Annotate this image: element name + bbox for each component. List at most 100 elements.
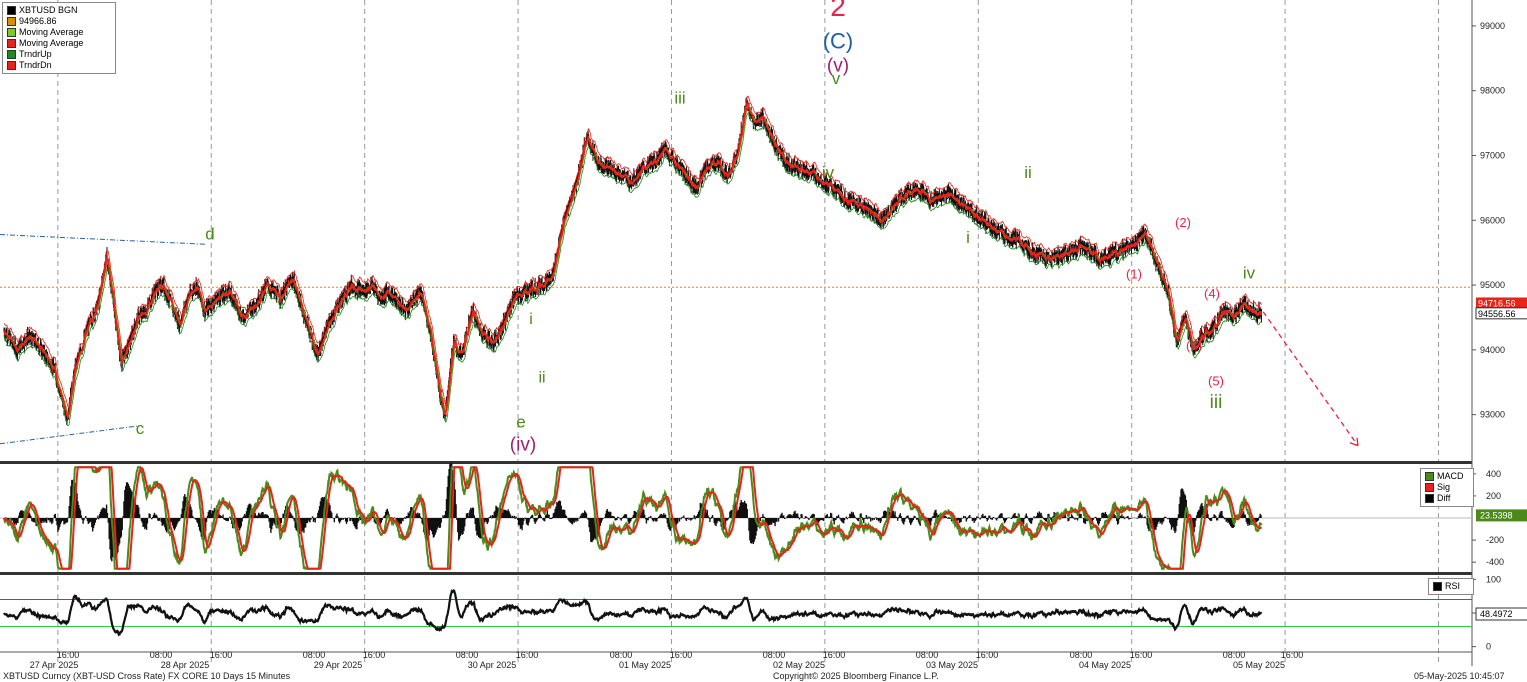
wave-label: (C) <box>823 29 854 54</box>
wave-label: (3) <box>1186 338 1202 353</box>
legend-label: XBTUSD BGN <box>19 5 78 15</box>
macd-legend: MACD Sig Diff <box>1420 468 1474 507</box>
x-time-label: 16:00 <box>516 650 539 660</box>
legend-label: Moving Average <box>19 38 84 48</box>
trndrup-line <box>3 112 1262 427</box>
price-tag-upper <box>1476 297 1527 309</box>
wave-label: (iv) <box>510 434 536 455</box>
wave-label: ii <box>1024 163 1032 182</box>
legend-item-rsi: RSI <box>1433 581 1469 592</box>
macd-line <box>3 465 1263 570</box>
wave-label: iv <box>1243 264 1256 283</box>
moving-average-green <box>3 104 1262 418</box>
legend-item-ticker: XBTUSD BGN <box>7 5 111 16</box>
wave-label: (2) <box>1175 215 1191 230</box>
price-legend: XBTUSD BGN 94966.86 Moving Average Movin… <box>2 2 116 74</box>
x-time-label: 16:00 <box>670 650 693 660</box>
y-tick-label: 97000 <box>1480 150 1505 160</box>
rsi-value-text: 48.4972 <box>1480 609 1513 619</box>
footer-center: Copyright© 2025 Bloomberg Finance L.P. <box>773 671 939 681</box>
wave-label: (v) <box>827 55 849 76</box>
y-tick-label: 93000 <box>1480 410 1505 420</box>
legend-label: RSI <box>1445 581 1461 591</box>
x-time-label: 08:00 <box>150 650 173 660</box>
wave-label: ii <box>538 369 545 386</box>
wave-label: (5) <box>1208 373 1224 388</box>
wave-label: v <box>832 69 841 88</box>
wave-label: (1) <box>1126 267 1142 282</box>
y-tick-label: 400 <box>1486 469 1501 479</box>
wave-label: 2 <box>830 0 846 22</box>
x-time-label: 16:00 <box>1281 650 1304 660</box>
rsi-legend: RSI <box>1428 578 1474 595</box>
legend-label: 94966.86 <box>19 16 57 26</box>
panel-divider <box>0 572 1472 575</box>
channel-upper <box>0 234 206 245</box>
x-time-label: 08:00 <box>916 650 939 660</box>
price-tag-lower-text: 94556.56 <box>1478 309 1516 319</box>
x-date-label: 27 Apr 2025 <box>30 660 79 670</box>
legend-label: MACD <box>1437 471 1464 481</box>
x-time-label: 16:00 <box>976 650 999 660</box>
x-time-label: 08:00 <box>610 650 633 660</box>
x-date-label: 28 Apr 2025 <box>161 660 210 670</box>
wave-label: d <box>205 225 214 244</box>
y-tick-label: 96000 <box>1480 215 1505 225</box>
x-date-label: 30 Apr 2025 <box>468 660 517 670</box>
y-tick-label: 200 <box>1486 491 1501 501</box>
x-date-label: 01 May 2025 <box>619 660 671 670</box>
wave-label: iii <box>1210 392 1223 413</box>
y-tick-label: 100 <box>1486 574 1501 584</box>
legend-item-last: 94966.86 <box>7 16 111 27</box>
macd-value-tag <box>1476 509 1527 522</box>
price-candles <box>3 96 1262 426</box>
projection-arrow <box>1257 304 1359 447</box>
wave-label: (4) <box>1204 286 1220 301</box>
x-time-label: 16:00 <box>57 650 80 660</box>
projection-arrowhead <box>1349 437 1359 447</box>
signal-line <box>3 466 1263 570</box>
footer-right: 05-May-2025 10:45:07 <box>1414 671 1505 681</box>
wave-label: c <box>136 419 145 438</box>
price-tag-lower <box>1475 307 1527 320</box>
footer-left: XBTUSD Curncy (XBT-USD Cross Rate) FX CO… <box>3 671 291 681</box>
x-date-label: 02 May 2025 <box>773 660 825 670</box>
legend-label: TrndrDn <box>19 60 52 70</box>
y-tick-label: 99000 <box>1480 21 1505 31</box>
y-tick-label: 94000 <box>1480 345 1505 355</box>
legend-label: Sig <box>1437 482 1451 492</box>
x-time-label: 16:00 <box>823 650 846 660</box>
x-date-label: 29 Apr 2025 <box>314 660 363 670</box>
y-tick-label: 0 <box>1486 642 1491 652</box>
y-tick-label: 98000 <box>1480 86 1505 96</box>
x-time-label: 08:00 <box>456 650 479 660</box>
x-date-label: 04 May 2025 <box>1079 660 1131 670</box>
wave-label: iv <box>822 163 835 182</box>
x-time-label: 16:00 <box>1130 650 1153 660</box>
legend-label: TrndrUp <box>19 49 52 59</box>
x-time-label: 16:00 <box>363 650 386 660</box>
x-time-label: 08:00 <box>303 650 326 660</box>
legend-item-diff: Diff <box>1425 493 1469 504</box>
wave-label: e <box>516 413 525 432</box>
wave-label: iii <box>674 89 685 108</box>
channel-lower <box>0 425 141 445</box>
x-time-label: 08:00 <box>1223 650 1246 660</box>
x-date-label: 05 May 2025 <box>1233 660 1285 670</box>
legend-item-sig: Sig <box>1425 482 1469 493</box>
rsi-value-tag <box>1475 607 1527 621</box>
x-time-label: 08:00 <box>763 650 786 660</box>
legend-item-trndrup: TrndrUp <box>7 49 111 60</box>
y-tick-label: -400 <box>1486 557 1504 567</box>
y-tick-label: 95000 <box>1480 280 1505 290</box>
moving-average-red <box>3 102 1263 420</box>
price-tag-upper-text: 94716.56 <box>1478 298 1516 308</box>
x-time-label: 16:00 <box>210 650 233 660</box>
legend-item-ma2: Moving Average <box>7 38 111 49</box>
y-tick-label: -200 <box>1486 535 1504 545</box>
macd-value-text: 23.5398 <box>1480 510 1513 520</box>
legend-item-macd: MACD <box>1425 471 1469 482</box>
wave-label: i <box>529 311 533 328</box>
x-date-label: 03 May 2025 <box>926 660 978 670</box>
